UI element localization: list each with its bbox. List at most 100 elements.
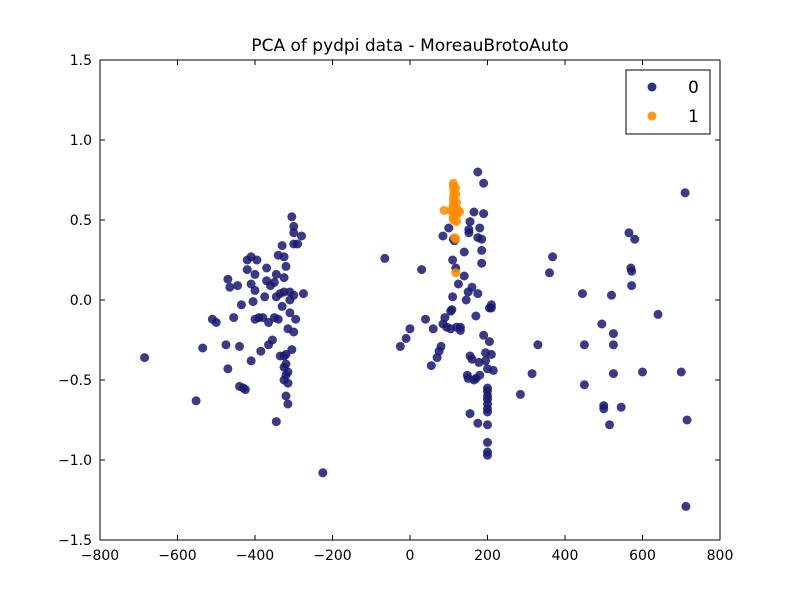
data-point-series-0: [630, 234, 640, 244]
data-point-series-0: [281, 349, 291, 359]
data-point-series-0: [479, 330, 489, 340]
data-point-series-0: [477, 234, 487, 244]
data-point-series-0: [252, 255, 262, 265]
data-point-series-0: [465, 409, 475, 419]
data-point-series-1: [451, 183, 461, 193]
x-tick-label: 800: [707, 548, 734, 564]
data-point-series-0: [608, 329, 618, 339]
data-point-series-0: [473, 167, 483, 177]
data-point-series-0: [283, 367, 293, 377]
data-point-series-0: [453, 279, 463, 289]
legend: 0 1: [625, 69, 711, 135]
data-point-series-0: [527, 369, 537, 379]
data-point-series-0: [395, 341, 405, 351]
data-point-series-0: [236, 300, 246, 310]
data-point-series-0: [548, 252, 558, 262]
data-point-series-0: [281, 391, 291, 401]
data-point-series-0: [242, 265, 252, 275]
data-point-series-0: [417, 265, 427, 275]
data-point-series-0: [484, 337, 494, 347]
legend-box: [625, 69, 711, 135]
data-point-series-0: [605, 420, 615, 430]
data-point-series-0: [298, 289, 308, 299]
data-point-series-0: [380, 253, 390, 263]
data-point-series-0: [483, 386, 492, 396]
legend-marker-0: [647, 82, 657, 92]
data-point-series-0: [289, 290, 299, 300]
legend-label-0: 0: [688, 78, 699, 98]
data-point-series-0: [283, 378, 293, 388]
data-point-series-0: [436, 341, 446, 351]
data-point-series-0: [221, 340, 231, 350]
data-point-series-0: [627, 266, 637, 276]
x-tick-label: 0: [406, 548, 415, 564]
data-point-series-0: [297, 231, 306, 241]
data-point-series-0: [229, 313, 239, 323]
data-point-series-0: [271, 417, 281, 427]
data-point-series-1: [452, 217, 461, 227]
data-point-series-0: [545, 268, 554, 278]
data-point-series-0: [483, 420, 492, 430]
data-point-series-0: [235, 341, 244, 351]
data-point-series-0: [479, 209, 489, 219]
x-tick-label: −200: [313, 548, 351, 564]
data-point-series-0: [426, 361, 436, 371]
data-point-series-0: [473, 418, 483, 428]
data-point-series-0: [607, 290, 616, 300]
data-point-series-0: [624, 228, 634, 238]
data-point-series-0: [467, 354, 477, 364]
data-point-series-0: [515, 389, 525, 399]
data-point-series-0: [140, 353, 150, 363]
data-point-series-0: [281, 261, 291, 271]
data-point-series-0: [681, 501, 691, 511]
data-point-series-0: [577, 289, 587, 299]
data-point-series-0: [475, 370, 485, 380]
data-point-series-0: [440, 313, 450, 323]
data-point-series-0: [260, 292, 270, 302]
data-point-series-0: [285, 308, 295, 318]
data-point-series-0: [279, 273, 289, 283]
data-point-series-0: [233, 281, 243, 291]
data-point-series-0: [455, 322, 465, 332]
data-points: [140, 167, 692, 511]
data-point-series-0: [428, 324, 438, 334]
data-point-series-0: [473, 289, 483, 299]
data-point-series-0: [271, 269, 281, 279]
data-point-series-0: [469, 207, 479, 217]
data-point-series-1: [451, 234, 461, 244]
data-point-series-0: [477, 258, 487, 268]
data-point-series-0: [448, 255, 458, 265]
data-point-series-0: [479, 178, 489, 188]
data-point-series-0: [279, 252, 289, 262]
data-point-series-0: [198, 343, 208, 353]
data-point-series-0: [627, 281, 637, 291]
data-point-series-0: [579, 340, 589, 350]
data-point-series-0: [250, 285, 260, 295]
data-point-series-0: [481, 356, 491, 366]
data-point-series-0: [459, 247, 469, 257]
data-point-series-0: [223, 274, 233, 284]
data-point-series-0: [293, 239, 303, 249]
data-point-series-0: [483, 437, 492, 447]
x-tick-label: 200: [474, 548, 501, 564]
data-point-series-0: [471, 311, 481, 321]
data-point-series-1: [439, 205, 449, 215]
data-point-series-0: [486, 300, 496, 310]
data-point-series-0: [277, 301, 287, 311]
data-point-series-0: [225, 282, 235, 292]
y-tick-label: 0.0: [70, 293, 92, 309]
data-point-series-0: [638, 367, 647, 377]
x-tick-label: −400: [236, 548, 274, 564]
x-tick-label: 600: [629, 548, 656, 564]
data-point-series-0: [401, 333, 411, 343]
data-point-series-0: [483, 407, 492, 417]
data-point-series-0: [680, 188, 690, 198]
data-point-series-0: [616, 402, 626, 412]
data-point-series-0: [246, 356, 256, 366]
data-point-series-0: [250, 269, 260, 279]
data-point-series-0: [211, 317, 221, 327]
data-point-series-0: [461, 295, 471, 305]
data-point-series-0: [488, 365, 498, 375]
legend-label-1: 1: [688, 107, 699, 127]
data-point-series-0: [287, 212, 297, 222]
